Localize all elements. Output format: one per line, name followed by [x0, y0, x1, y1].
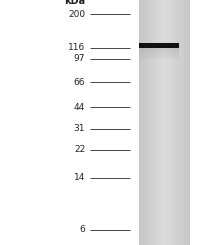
- Text: 31: 31: [74, 124, 85, 133]
- Bar: [185, 0, 187, 245]
- Bar: [151, 0, 153, 245]
- Bar: [139, 0, 190, 245]
- Bar: [187, 0, 189, 245]
- Text: 44: 44: [74, 103, 85, 112]
- Bar: [178, 0, 180, 245]
- Text: 200: 200: [68, 10, 85, 19]
- Bar: [182, 0, 183, 245]
- Text: 6: 6: [79, 225, 85, 234]
- Text: 116: 116: [68, 43, 85, 52]
- Bar: [139, 43, 179, 48]
- Bar: [144, 0, 146, 245]
- Bar: [159, 0, 161, 245]
- Bar: [180, 0, 182, 245]
- Bar: [142, 0, 144, 245]
- Bar: [166, 0, 168, 245]
- Bar: [139, 55, 179, 57]
- Bar: [175, 0, 177, 245]
- Bar: [156, 0, 158, 245]
- Text: 97: 97: [74, 54, 85, 63]
- Bar: [139, 0, 141, 245]
- Bar: [172, 0, 173, 245]
- Bar: [154, 0, 156, 245]
- Bar: [139, 50, 179, 53]
- Bar: [141, 0, 142, 245]
- Text: 66: 66: [74, 78, 85, 87]
- Bar: [168, 0, 170, 245]
- Bar: [177, 0, 178, 245]
- Bar: [161, 0, 163, 245]
- Bar: [163, 0, 165, 245]
- Bar: [139, 57, 179, 59]
- Bar: [146, 0, 147, 245]
- Bar: [170, 0, 172, 245]
- Text: 14: 14: [74, 173, 85, 182]
- Bar: [183, 0, 185, 245]
- Bar: [139, 48, 179, 50]
- Bar: [147, 0, 149, 245]
- Text: kDa: kDa: [64, 0, 85, 6]
- Bar: [139, 53, 179, 55]
- Text: 22: 22: [74, 146, 85, 154]
- Bar: [173, 0, 175, 245]
- Bar: [158, 0, 159, 245]
- Bar: [153, 0, 154, 245]
- Bar: [149, 0, 151, 245]
- Bar: [165, 0, 166, 245]
- Bar: [189, 0, 190, 245]
